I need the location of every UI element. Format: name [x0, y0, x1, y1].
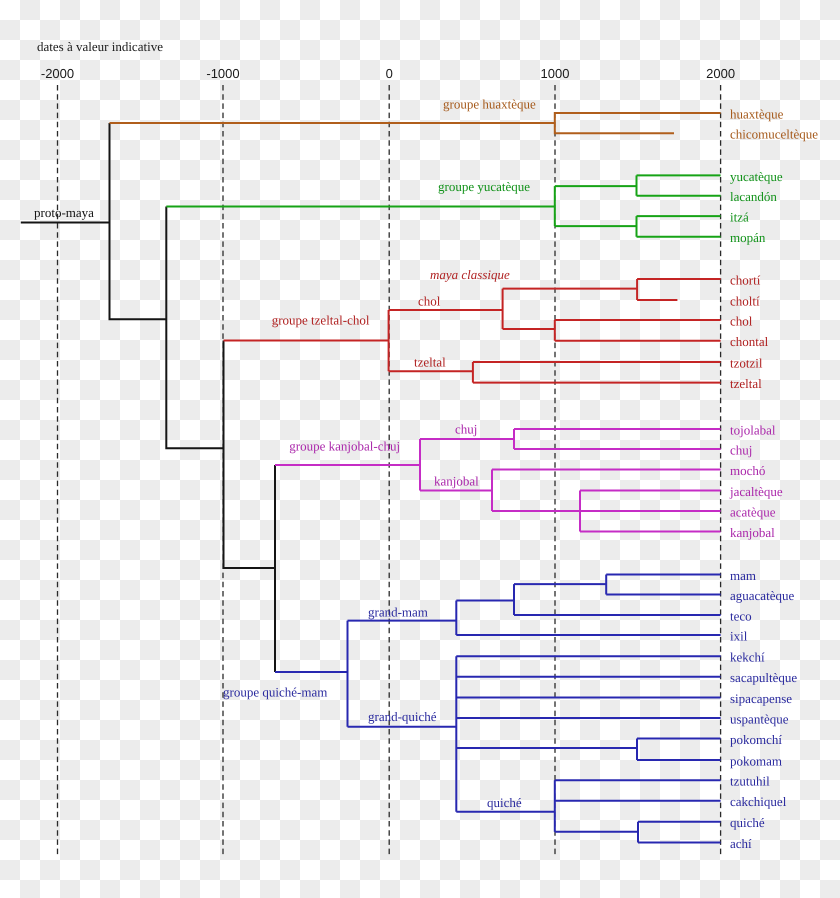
svg-text:tzeltal: tzeltal	[730, 376, 762, 391]
svg-text:itzá: itzá	[730, 210, 749, 225]
svg-text:quiché: quiché	[730, 815, 765, 830]
svg-text:grand-mam: grand-mam	[368, 605, 428, 620]
svg-text:groupe tzeltal-chol: groupe tzeltal-chol	[272, 313, 370, 328]
svg-text:tzotzil: tzotzil	[730, 355, 763, 370]
svg-text:groupe yucatèque: groupe yucatèque	[438, 179, 530, 194]
svg-text:choltí: choltí	[730, 293, 760, 308]
svg-text:aguacatèque: aguacatèque	[730, 588, 794, 603]
svg-text:pokomam: pokomam	[730, 753, 782, 768]
svg-text:-1000: -1000	[206, 66, 239, 81]
svg-text:1000: 1000	[541, 66, 570, 81]
svg-text:lacandón: lacandón	[730, 189, 777, 204]
svg-text:kekchí: kekchí	[730, 650, 765, 665]
svg-text:chicomuceltèque: chicomuceltèque	[730, 127, 818, 142]
svg-text:chontal: chontal	[730, 334, 769, 349]
svg-text:acatèque: acatèque	[730, 504, 776, 519]
svg-text:maya classique: maya classique	[430, 267, 510, 282]
svg-text:grand-quiché: grand-quiché	[368, 709, 437, 724]
svg-text:kanjobal: kanjobal	[730, 525, 775, 540]
svg-text:tzeltal: tzeltal	[414, 355, 446, 370]
svg-text:chortí: chortí	[730, 272, 761, 287]
svg-text:chol: chol	[418, 294, 441, 309]
svg-text:2000: 2000	[706, 66, 735, 81]
svg-text:tzutuhil: tzutuhil	[730, 774, 770, 789]
svg-text:pokomchí: pokomchí	[730, 732, 782, 747]
svg-text:chol: chol	[730, 313, 753, 328]
svg-text:sipacapense: sipacapense	[730, 691, 792, 706]
svg-text:groupe kanjobal-chuj: groupe kanjobal-chuj	[289, 439, 400, 454]
svg-text:tojolabal: tojolabal	[730, 422, 776, 437]
svg-text:mam: mam	[730, 568, 756, 583]
svg-text:huaxtèque: huaxtèque	[730, 106, 784, 121]
svg-text:groupe huaxtèque: groupe huaxtèque	[443, 97, 536, 112]
svg-text:-2000: -2000	[41, 66, 74, 81]
svg-text:mochó: mochó	[730, 463, 765, 478]
svg-text:proto-maya: proto-maya	[34, 205, 94, 220]
svg-text:groupe quiché-mam: groupe quiché-mam	[223, 685, 327, 700]
svg-text:achí: achí	[730, 836, 752, 851]
svg-text:0: 0	[386, 66, 393, 81]
svg-text:sacapultèque: sacapultèque	[730, 670, 797, 685]
svg-text:cakchiquel: cakchiquel	[730, 794, 787, 809]
svg-text:chuj: chuj	[730, 442, 752, 457]
svg-text:yucatèque: yucatèque	[730, 169, 783, 184]
svg-text:teco: teco	[730, 608, 752, 623]
svg-text:jacaltèque: jacaltèque	[729, 484, 783, 499]
svg-text:ixil: ixil	[730, 628, 748, 643]
svg-text:quiché: quiché	[487, 795, 522, 810]
svg-text:kanjobal: kanjobal	[434, 474, 479, 489]
svg-text:uspantèque: uspantèque	[730, 711, 789, 726]
svg-text:chuj: chuj	[455, 422, 477, 437]
svg-text:dates à valeur indicative: dates à valeur indicative	[37, 39, 163, 54]
svg-text:mopán: mopán	[730, 230, 766, 245]
